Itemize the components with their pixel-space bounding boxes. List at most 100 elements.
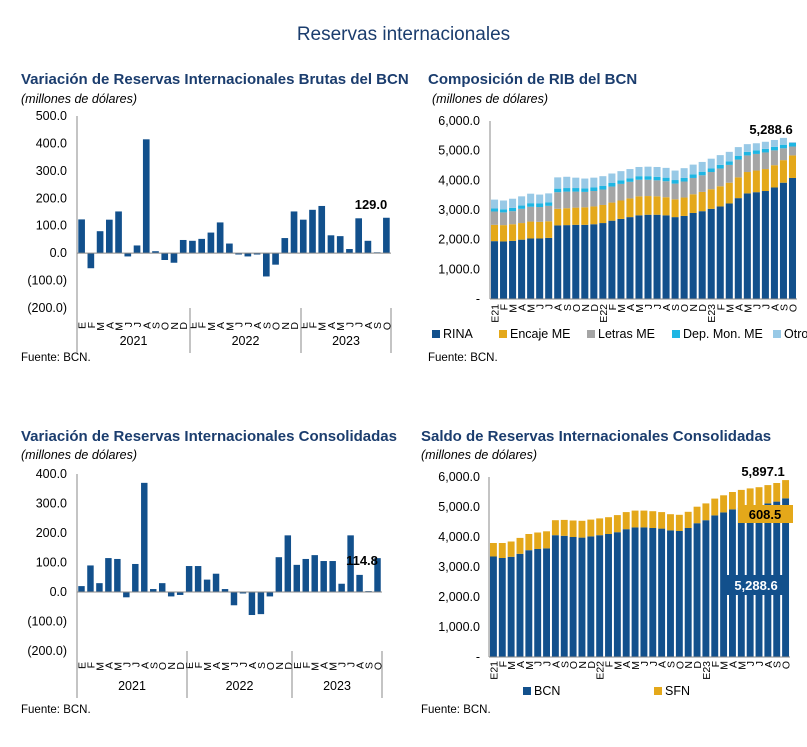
chart4-x-tick-label: E21	[488, 661, 500, 680]
chart1-x-tick-label: J	[234, 322, 246, 327]
chart4-x-tick-label: M	[630, 661, 642, 670]
chart3-x-tick-label: J	[229, 662, 241, 667]
panel-4-source: Fuente: BCN.	[421, 704, 491, 716]
chart2-bar-rina	[617, 218, 625, 299]
chart2-bar-otros	[689, 164, 697, 175]
chart1-bar	[336, 236, 344, 254]
chart3-x-tick-label: A	[319, 662, 331, 669]
chart2-bar-otros	[653, 166, 661, 177]
chart2-bar-dep-mon-me	[590, 187, 598, 192]
chart2-x-tick-label: J	[535, 304, 547, 309]
chart1-x-tick-label: A	[326, 322, 338, 329]
chart3-bar	[347, 535, 354, 592]
chart2-bar-otros	[734, 147, 742, 157]
chart2-ytick-label: -	[476, 292, 480, 306]
chart2-legend-swatch	[432, 330, 440, 338]
chart3-x-tick-label: M	[112, 662, 124, 671]
panel-1-title: Variación de Reservas Internacionales Br…	[21, 71, 409, 88]
chart4-x-tick-label: J	[533, 661, 545, 666]
chart2-legend-label: Otros	[784, 327, 807, 341]
chart2-bar-letras-me	[572, 191, 580, 208]
chart2-bar-rina	[707, 208, 715, 299]
chart4-x-tick-label: D	[586, 661, 598, 669]
chart2-bar-encaje-me	[653, 196, 661, 215]
chart2-bar-dep-mon-me	[545, 202, 553, 206]
chart2-bar-encaje-me	[752, 170, 760, 193]
chart2-bar-rina	[490, 241, 499, 299]
chart4-bar-bcn	[658, 528, 666, 657]
chart3-bar	[320, 561, 327, 592]
chart1-x-tick-label: A	[215, 322, 227, 329]
chart2-bar-rina	[779, 182, 787, 299]
chart2-x-tick-label: F	[607, 304, 619, 310]
chart2-bar-letras-me	[617, 183, 625, 201]
chart4-annotation-sfn: 608.5	[749, 507, 782, 522]
chart2-bar-dep-mon-me	[779, 144, 787, 149]
chart4-x-tick-label: A	[621, 661, 633, 668]
chart2-bar-dep-mon-me	[644, 176, 652, 180]
chart2-bar-letras-me	[653, 180, 661, 197]
chart1-ytick-label: 100.0	[36, 219, 67, 233]
chart4-bar-bcn	[551, 535, 559, 657]
chart2-x-tick-label: J	[643, 304, 655, 309]
chart3-bar	[176, 592, 184, 595]
chart1-bar	[235, 253, 242, 255]
chart1-bar	[142, 139, 150, 254]
chart2-bar-rina	[518, 239, 526, 299]
chart2-x-tick-label: M	[526, 304, 538, 313]
chart2-bar-dep-mon-me	[563, 188, 571, 192]
chart1-x-tick-label: M	[335, 322, 347, 331]
chart2-bar-encaje-me	[734, 177, 742, 199]
chart3-x-tick-label: A	[355, 662, 367, 669]
panel-2-title: Composición de RIB del BCN	[428, 71, 638, 88]
chart3-x-tick-label: A	[103, 662, 115, 669]
chart3-x-tick-label: J	[238, 662, 250, 667]
chart2-bar-encaje-me	[518, 223, 526, 240]
chart4-bar-sfn	[516, 537, 524, 554]
chart3-bar	[105, 558, 112, 592]
chart4-x-tick-label: F	[497, 661, 509, 667]
chart4-x-tick-label: D	[692, 661, 704, 669]
chart2-bar-encaje-me	[590, 206, 598, 225]
chart4-bar-sfn	[560, 519, 568, 536]
chart1-bar	[226, 243, 233, 254]
chart2-bar-dep-mon-me	[761, 148, 769, 153]
chart2-bar-rina	[698, 211, 706, 299]
chart2-bar-dep-mon-me	[653, 176, 661, 181]
chart2-legend-swatch	[499, 330, 507, 338]
chart1-x-tick-label: A	[141, 322, 153, 329]
chart2-legend-label: Encaje ME	[510, 327, 570, 341]
chart2-bar-encaje-me	[545, 221, 553, 238]
chart3-bar	[194, 566, 202, 592]
chart2-bar-encaje-me	[788, 155, 797, 178]
chart2-bar-dep-mon-me	[554, 188, 562, 193]
chart2-bar-encaje-me	[527, 221, 535, 239]
chart3-bar	[302, 558, 309, 592]
chart4-bar-sfn	[507, 541, 515, 557]
chart1-bar	[105, 219, 113, 254]
chart2-bar-otros	[779, 137, 787, 145]
chart2-bar-rina	[725, 203, 733, 299]
chart2-bar-dep-mon-me	[662, 177, 670, 182]
chart3-year-label: 2022	[226, 679, 254, 693]
chart3-bar	[221, 589, 229, 592]
chart4-bar-sfn	[658, 512, 666, 529]
chart3-x-tick-label: D	[175, 662, 187, 670]
chart2-bar-rina	[590, 224, 598, 299]
chart4-annotation-sfn-box	[738, 505, 793, 523]
chart1-bar	[355, 218, 363, 254]
chart2-bar-rina	[734, 198, 742, 299]
chart2-bar-dep-mon-me	[490, 208, 499, 212]
chart2-bar-otros	[752, 143, 760, 151]
chart4-bar-sfn	[489, 543, 497, 557]
chart1-bar	[281, 238, 289, 254]
chart4-x-tick-label: O	[568, 661, 580, 669]
chart2-bar-rina	[509, 240, 517, 299]
chart1-year-label: 2023	[332, 334, 360, 348]
chart2-x-tick-label: N	[580, 304, 592, 312]
chart2-bar-otros	[518, 196, 526, 206]
chart1-bar	[290, 211, 298, 254]
chart2-bar-encaje-me	[644, 196, 652, 215]
chart3-x-tick-label: J	[337, 662, 349, 667]
chart2-x-tick-label: E21	[490, 304, 502, 323]
